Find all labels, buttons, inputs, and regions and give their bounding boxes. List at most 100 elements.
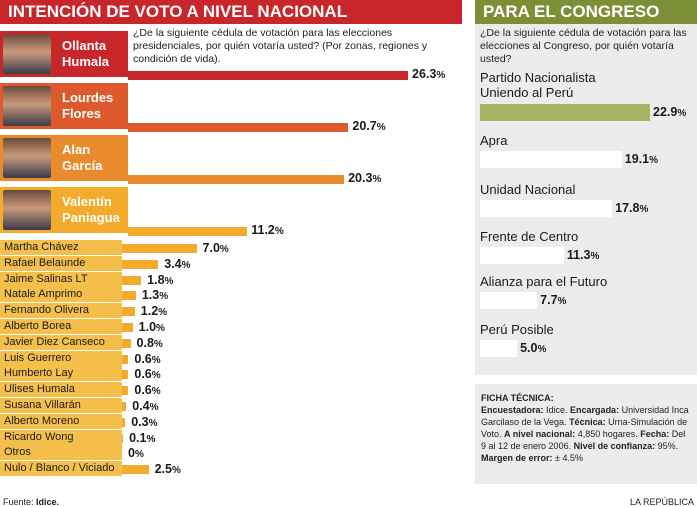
candidate-bar (122, 354, 129, 364)
ficha-encuestadora-value: Idice. (543, 405, 571, 415)
candidate-percent: 2.5% (155, 462, 181, 476)
percent-value: 1.2 (140, 304, 159, 319)
candidate-percent: 3.4% (164, 257, 190, 271)
candidate-first-name: Valentín (62, 194, 112, 209)
party-percent: 7.7% (540, 293, 566, 307)
party-label: Apra (480, 133, 507, 148)
candidate-bar (128, 175, 345, 184)
percent-sign: % (590, 251, 600, 262)
party-label: Unidad Nacional (480, 182, 575, 197)
ficha-encargada-value: Universidad Inca Garcilaso de la Vega. (481, 405, 689, 427)
percent-value: 0.6 (134, 367, 152, 382)
percent-sign: % (156, 323, 165, 334)
candidate-bar (122, 433, 124, 443)
percent-sign: % (151, 354, 161, 366)
party-name-line1: Frente de Centro (480, 229, 579, 244)
candidate-percent: 0.6% (134, 367, 160, 381)
party-name-line1: Alianza para el Futuro (480, 274, 608, 289)
candidate-bar (122, 291, 136, 301)
candidate-row: Alberto Borea (0, 319, 122, 334)
candidate-bar (122, 259, 159, 269)
percent-sign: % (149, 402, 159, 413)
right-question: ¿De la siguiente cédula de votación para… (480, 27, 687, 65)
percent-value: 26.3 (412, 67, 437, 81)
ficha-nivel-value: 4,850 hogares. (575, 429, 641, 439)
ficha-confianza-value: 95%. (655, 441, 679, 451)
candidate-last-name: Humala (62, 54, 109, 69)
percent-value: 11.2 (251, 223, 275, 237)
percent-sign: % (151, 370, 161, 382)
candidate-bar (122, 275, 142, 285)
candidate-row: Jaime Salinas LT (0, 271, 122, 287)
party-bar (480, 104, 650, 121)
candidate-bar (122, 465, 149, 475)
party-percent: 11.3% (567, 248, 600, 262)
percent-value: 2.5 (154, 462, 172, 477)
percent-value: 0.6 (134, 351, 152, 366)
publisher-credit: LA REPÚBLICA (629, 497, 694, 507)
percent-value: 11.3 (566, 248, 591, 262)
party-bar (480, 200, 613, 217)
candidate-percent: 0.4% (132, 399, 158, 413)
candidate-percent: 1.3% (142, 288, 168, 302)
candidate-photo (3, 138, 51, 178)
party-label: Partido Nacionalista Uniendo al Perú (480, 70, 596, 100)
candidate-row: Rafael Belaunde (0, 255, 122, 271)
ficha-error-label: Margen de error: (481, 453, 553, 463)
party-name-line2: Uniendo al Perú (480, 85, 574, 100)
ficha-tecnica-value: Urna-Simulación de Voto. (481, 417, 688, 439)
party-percent: 19.1% (625, 152, 658, 166)
party-name-line1: Perú Posible (480, 322, 554, 337)
ficha-title: FICHA TÉCNICA: (481, 393, 554, 403)
candidate-row: Otros (0, 445, 122, 461)
candidate-row: Humberto Lay (0, 366, 122, 382)
candidate-bar (122, 370, 129, 380)
candidate-label: Valentín Paniagua (0, 187, 128, 233)
candidate-first-name: Lourdes (62, 90, 114, 105)
party-label: Alianza para el Futuro (480, 274, 607, 289)
candidate-percent: 1.8% (147, 273, 173, 287)
candidate-percent: 26.3% (412, 67, 445, 81)
party-bar (480, 292, 538, 309)
candidate-bar (122, 402, 127, 411)
percent-value: 1.0 (138, 320, 157, 334)
candidate-bar (128, 71, 408, 80)
candidate-name: Lourdes Flores (62, 90, 113, 122)
percent-value: 17.8 (615, 201, 640, 215)
candidate-bar (122, 244, 197, 253)
percent-sign: % (639, 204, 649, 215)
candidate-last-name: García (62, 158, 103, 173)
candidate-percent: 0.3% (131, 415, 157, 429)
congress-panel (475, 24, 697, 375)
percent-sign: % (274, 226, 284, 237)
source-label: Fuente: (3, 497, 37, 507)
percent-value: 0.3 (131, 414, 149, 429)
percent-sign: % (219, 244, 229, 255)
party-name-line1: Apra (480, 133, 508, 148)
candidate-percent: 0% (128, 446, 144, 460)
candidate-bar (122, 323, 133, 332)
percent-value: 7.0 (202, 241, 220, 255)
candidate-percent: 20.3% (348, 171, 381, 185)
percent-value: 1.8 (147, 272, 165, 287)
percent-sign: % (164, 275, 174, 287)
candidate-photo (3, 190, 51, 230)
candidate-label: Lourdes Flores (0, 83, 128, 129)
party-bar (480, 151, 622, 168)
candidate-row: Nulo / Blanco / Viciado (0, 461, 122, 477)
percent-sign: % (649, 155, 659, 166)
candidate-name: Ollanta Humala (62, 38, 109, 70)
candidate-photo (3, 34, 51, 74)
candidate-percent: 0.1% (129, 431, 155, 445)
candidate-first-name: Alan (62, 142, 91, 157)
candidate-bar (122, 307, 135, 317)
candidate-name: Valentín Paniagua (62, 194, 120, 226)
candidate-first-name: Ollanta (62, 38, 107, 53)
party-percent: 17.8% (615, 201, 648, 215)
percent-sign: % (677, 108, 687, 119)
percent-value: 3.4 (164, 256, 182, 271)
ficha-encargada-label: Encargada: (570, 405, 620, 415)
party-label: Perú Posible (480, 322, 554, 337)
party-bar (480, 340, 518, 357)
candidate-photo (3, 86, 51, 126)
